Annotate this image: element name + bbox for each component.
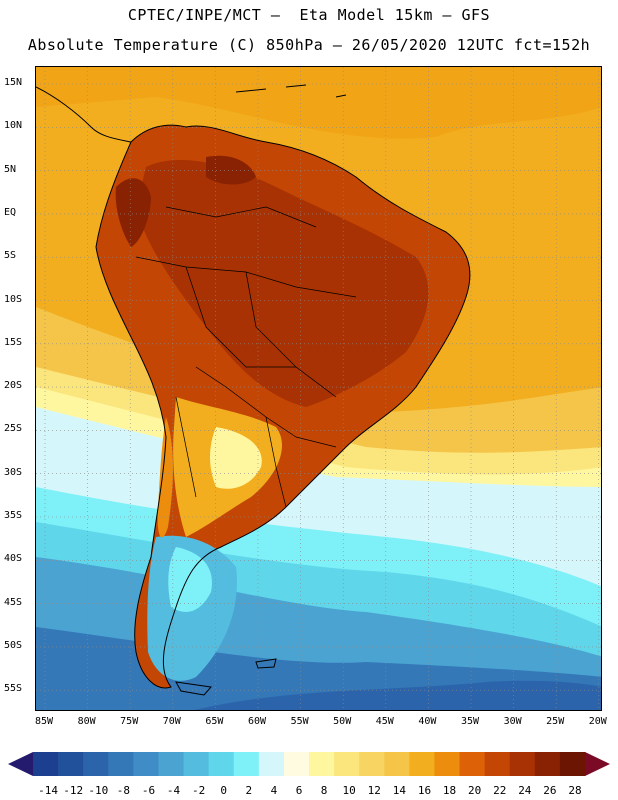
lon-label: 80W <box>77 716 96 727</box>
colorbar-cell <box>258 752 285 776</box>
lon-label: 65W <box>205 716 224 727</box>
colorbar-label: 0 <box>220 784 228 797</box>
lat-label: EQ <box>4 206 17 218</box>
caribbean-islands <box>235 84 347 98</box>
patagonia-cyan <box>168 547 212 612</box>
lat-label: 15S <box>4 336 23 348</box>
lon-label: 55W <box>290 716 309 727</box>
temperature-color-legend <box>8 752 610 776</box>
colorbar-label: -2 <box>192 784 206 797</box>
colorbar-label: 8 <box>320 784 328 797</box>
colorbar-cell <box>384 752 410 776</box>
falkland-islands <box>255 658 277 669</box>
colorbar-cell <box>459 752 486 776</box>
colorbar-label: 2 <box>245 784 253 797</box>
colorbar-arrow-low <box>8 752 33 776</box>
colorbar-label: 26 <box>543 784 557 797</box>
colorbar-cell <box>83 752 109 776</box>
colorbar-cell <box>183 752 210 776</box>
colorbar-label: -12 <box>63 784 84 797</box>
lon-label: 70W <box>162 716 181 727</box>
country-borders <box>135 206 357 508</box>
lat-label: 40S <box>4 553 23 565</box>
lat-label: 35S <box>4 510 23 521</box>
colorbar-label: 4 <box>270 784 278 797</box>
colorbar-label: 24 <box>518 784 532 797</box>
hot-core <box>136 159 429 407</box>
colorbar-cell <box>559 752 586 776</box>
lat-label: 10N <box>4 120 23 132</box>
colorbar-cell <box>208 752 235 776</box>
lon-label: 20W <box>588 716 607 727</box>
colorbar-label: -10 <box>88 784 109 797</box>
colorbar-arrow-high <box>585 752 610 776</box>
andes-warm-strip <box>157 417 173 538</box>
colorbar-cell <box>409 752 435 776</box>
lat-label: 5N <box>4 163 17 175</box>
lon-label: 60W <box>247 716 267 727</box>
colorbar-cell <box>133 752 159 776</box>
colorbar-label: 14 <box>392 784 406 797</box>
colorbar-cell <box>534 752 561 776</box>
lat-label: 25S <box>4 423 23 435</box>
colorbar-cell <box>108 752 134 776</box>
band-minus12 <box>194 680 601 710</box>
colorbar-label: -4 <box>166 784 181 797</box>
map-title-line-2: Absolute Temperature (C) 850hPa – 26/05/… <box>27 36 591 54</box>
colorbar-label: 20 <box>468 784 482 797</box>
hot-zone-north <box>36 67 601 139</box>
colorbar-cell <box>309 752 335 776</box>
colorbar-cell <box>484 752 511 776</box>
colorbar-cell <box>33 752 59 776</box>
lat-label: 55S <box>4 683 23 695</box>
colorbar-cell <box>334 752 360 776</box>
colorbar-label: 16 <box>417 784 432 797</box>
lat-label: 5S <box>4 250 17 262</box>
lat-label: 15N <box>4 77 23 88</box>
lat-label: 30S <box>4 466 23 478</box>
lon-label: 45W <box>375 716 394 727</box>
colorbar-label: 6 <box>295 784 303 797</box>
southern-cone-pale <box>210 427 262 489</box>
hot-core-2 <box>115 178 151 247</box>
colorbar-label: 18 <box>442 784 457 797</box>
colorbar-label: 10 <box>342 784 356 797</box>
hot-core-3 <box>206 155 256 185</box>
map-title-line-1: CPTEC/INPE/MCT – Eta Model 15km – GFS <box>127 6 491 24</box>
colorbar-label: 22 <box>493 784 507 797</box>
lon-label: 30W <box>503 716 522 727</box>
colorbar-cell <box>233 752 260 776</box>
lon-label: 25W <box>546 716 565 727</box>
lon-label: 85W <box>34 716 54 727</box>
lat-label: 20S <box>4 380 23 392</box>
temperature-map <box>35 66 602 711</box>
colorbar-cell <box>434 752 461 776</box>
colorbar-label: -14 <box>38 784 59 797</box>
lat-label: 10S <box>4 293 23 305</box>
colorbar-label: 28 <box>568 784 582 797</box>
lon-label: 50W <box>333 716 352 727</box>
lon-label: 75W <box>120 716 139 727</box>
colorbar-label: 12 <box>367 784 381 797</box>
colorbar-label: -8 <box>116 784 130 797</box>
colorbar-cell <box>509 752 536 776</box>
lat-label: 45S <box>4 596 23 608</box>
central-america-coast <box>36 86 132 143</box>
lat-label: 50S <box>4 639 23 651</box>
colorbar-cell <box>58 752 84 776</box>
colorbar-label: -6 <box>141 784 156 797</box>
colorbar-cell <box>158 752 185 776</box>
colorbar-cell <box>283 752 310 776</box>
coastline <box>95 124 471 689</box>
tierra-del-fuego <box>175 681 212 696</box>
lon-label: 40W <box>418 716 437 727</box>
colorbar-cell <box>359 752 385 776</box>
lon-label: 35W <box>460 716 480 727</box>
